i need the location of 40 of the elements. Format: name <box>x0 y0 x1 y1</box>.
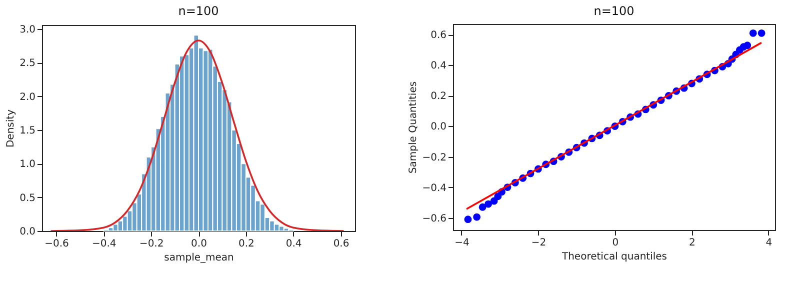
point <box>749 29 757 37</box>
x-tick-label: 0.6 <box>333 238 350 250</box>
y-tick-label: −0.6 <box>422 213 446 224</box>
y-tick-label: 1.5 <box>20 126 36 137</box>
y-tick-label: −0.2 <box>422 152 446 164</box>
y-tick-label: 3.0 <box>20 24 36 36</box>
y-tick-label: 1.0 <box>20 159 36 170</box>
point <box>473 213 481 221</box>
chart-title: n=100 <box>178 4 219 18</box>
y-tick-label: 0.0 <box>20 226 36 238</box>
x-tick-label: 2 <box>689 238 696 248</box>
y-tick-label: 0.2 <box>430 91 446 102</box>
point <box>478 203 486 211</box>
x-tick-label: 0.0 <box>191 238 207 250</box>
y-tick-label: 0.0 <box>430 122 446 133</box>
y-axis-title: Sample Quantities <box>408 81 420 174</box>
y-tick-label: 0.6 <box>430 30 446 42</box>
y-tick-label: 0.4 <box>430 60 446 72</box>
x-tick-label: 0 <box>612 238 619 248</box>
point <box>464 216 472 224</box>
x-tick-label: 4 <box>766 238 772 248</box>
point <box>484 200 492 208</box>
x-tick-label: −4 <box>454 238 470 248</box>
x-tick-label: −0.6 <box>44 238 69 250</box>
x-tick-label: −0.4 <box>92 238 116 250</box>
y-tick-label: 0.5 <box>20 192 36 204</box>
x-axis-title: Theoretical quantiles <box>560 252 668 262</box>
x-tick-label: −2 <box>531 238 546 248</box>
y-tick-label: 2.0 <box>20 92 36 103</box>
line-series <box>50 40 344 231</box>
point <box>744 42 752 50</box>
y-axis-title: Density <box>6 109 17 148</box>
point <box>758 29 766 37</box>
x-tick-label: 0.2 <box>238 238 254 250</box>
y-tick-label: −0.4 <box>422 182 446 194</box>
x-tick-label: 0.4 <box>286 238 302 250</box>
y-tick-label: 2.5 <box>20 58 36 70</box>
chart-title: n=100 <box>594 4 634 18</box>
x-tick-label: −0.2 <box>139 238 164 250</box>
x-axis-title: sample_mean <box>164 252 234 264</box>
